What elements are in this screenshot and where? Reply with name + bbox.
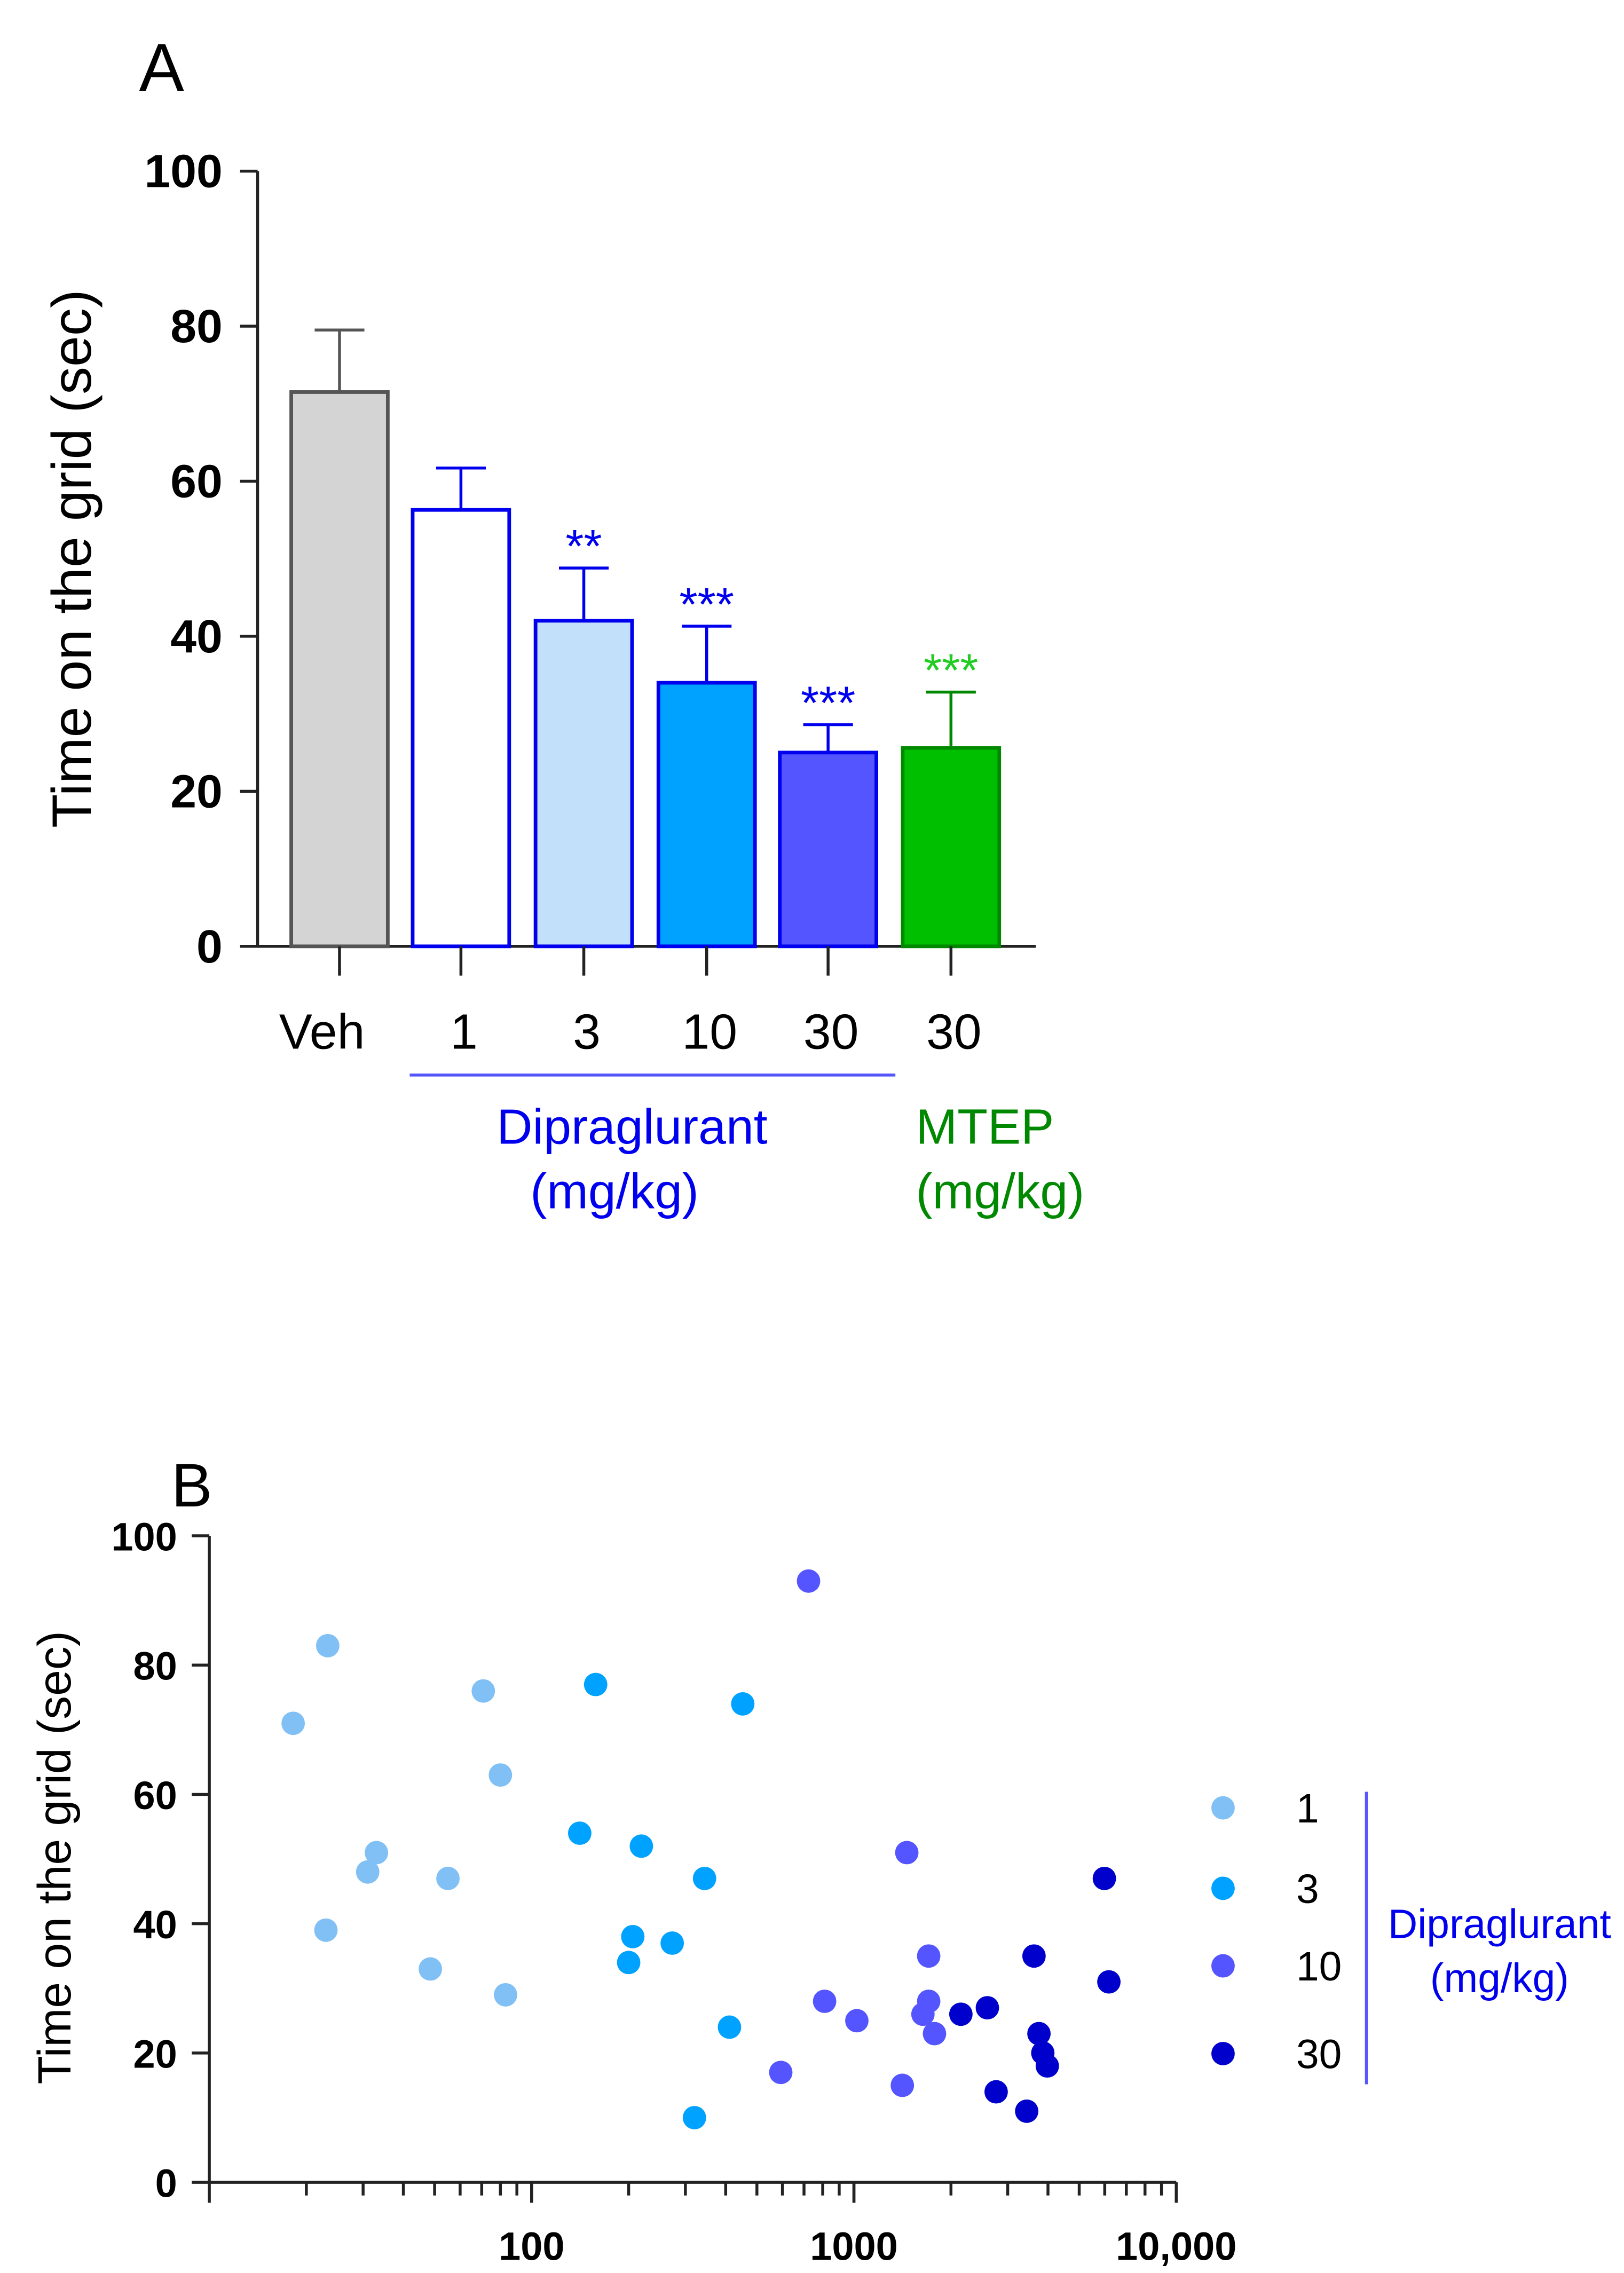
data-point-dose-30 — [1097, 1970, 1121, 1994]
x-tick-label: 10,000 — [1116, 2224, 1236, 2268]
y-tick-label: 20 — [133, 2032, 177, 2076]
significance-stars: *** — [801, 677, 855, 729]
y-tick-label: 60 — [133, 1773, 177, 1818]
legend-label-30: 30 — [1296, 2032, 1342, 2077]
x-tick-label: 10 — [682, 1004, 737, 1060]
x-tick-label: 1000 — [810, 2224, 898, 2268]
group-unit-mtep: (mg/kg) — [916, 1163, 1085, 1219]
y-tick-label: 40 — [170, 610, 223, 662]
x-tick-label: 100 — [499, 2224, 564, 2268]
data-point-dose-10 — [845, 2009, 869, 2033]
data-point-dose-1 — [316, 1633, 340, 1658]
data-point-dose-3 — [731, 1692, 755, 1716]
data-point-dose-10 — [895, 1841, 919, 1865]
data-point-dose-30 — [1027, 2022, 1051, 2046]
data-point-dose-3 — [660, 1931, 684, 1955]
legend-marker-3 — [1211, 1876, 1235, 1900]
data-point-dose-10 — [917, 1944, 941, 1968]
data-point-dose-10 — [797, 1569, 821, 1593]
data-point-dose-10 — [813, 1990, 837, 2013]
legend-marker-10 — [1211, 1954, 1235, 1978]
group-label-dipraglurant: Dipraglurant — [496, 1099, 768, 1155]
legend-group-unit: (mg/kg) — [1430, 1956, 1569, 2001]
significance-stars: *** — [680, 578, 734, 630]
bar-4 — [778, 751, 878, 949]
data-point-dose-3 — [692, 1866, 716, 1890]
data-point-dose-1 — [356, 1860, 380, 1884]
y-tick-label: 0 — [196, 920, 223, 973]
y-tick-label: 20 — [170, 765, 223, 817]
bar-2 — [533, 619, 634, 949]
data-point-dose-30 — [1035, 2054, 1059, 2078]
legend-label-3: 3 — [1296, 1867, 1319, 1912]
legend-group-title: Dipraglurant — [1388, 1902, 1611, 1947]
bar-1 — [411, 508, 511, 949]
bar-5 — [901, 746, 1002, 949]
y-axis-label: Time on the grid (sec) — [28, 1631, 81, 2084]
data-point-dose-3 — [617, 1951, 641, 1975]
y-tick-label: 80 — [133, 1644, 177, 1688]
data-point-dose-3 — [584, 1672, 608, 1696]
panel-b-scatter-chart: 0 20 40 60 80 100 100 1000 10,000 Time on the gri… — [28, 1514, 1611, 2268]
data-point-dose-30 — [949, 2002, 973, 2026]
data-point-dose-1 — [281, 1711, 305, 1735]
panel-a-bar-chart: 0 20 40 60 80 100 Time on the grid (sec) Veh 1 3 *… — [41, 145, 1084, 1219]
significance-stars: ** — [565, 520, 602, 572]
data-point-dose-1 — [365, 1841, 389, 1865]
data-point-dose-30 — [1015, 2099, 1039, 2123]
group-label-mtep: MTEP — [916, 1099, 1054, 1155]
data-point-dose-1 — [314, 1918, 338, 1942]
significance-stars: *** — [924, 644, 978, 697]
x-tick-label: 1 — [450, 1004, 478, 1060]
data-point-dose-1 — [488, 1763, 513, 1787]
y-tick-label: 100 — [111, 1514, 177, 1559]
panel-label-a: A — [139, 30, 184, 105]
y-tick-label: 40 — [133, 1903, 177, 1947]
x-tick-label: 30 — [926, 1004, 982, 1060]
data-point-dose-10 — [769, 2061, 793, 2085]
x-tick-label: Veh — [279, 1004, 365, 1060]
group-unit-dipraglurant: (mg/kg) — [530, 1163, 699, 1219]
x-tick-label: 30 — [803, 1004, 859, 1060]
data-point-dose-30 — [975, 1996, 999, 2020]
data-point-dose-3 — [718, 2015, 742, 2039]
legend-marker-30 — [1211, 2042, 1235, 2065]
data-point-dose-3 — [621, 1924, 645, 1948]
data-point-dose-3 — [567, 1821, 592, 1845]
y-axis-label: Time on the grid (sec) — [41, 289, 103, 828]
y-tick-label: 80 — [170, 300, 223, 352]
y-tick-label: 100 — [144, 145, 222, 198]
data-point-dose-30 — [1022, 1944, 1046, 1968]
legend-label-10: 10 — [1296, 1944, 1342, 1990]
data-point-dose-1 — [436, 1866, 460, 1890]
legend-label-1: 1 — [1296, 1786, 1319, 1832]
x-tick-label: 3 — [573, 1004, 601, 1060]
bar-0 — [289, 390, 390, 949]
data-point-dose-30 — [1092, 1866, 1116, 1890]
y-tick-label: 60 — [170, 455, 223, 508]
data-point-dose-1 — [494, 1983, 517, 2007]
data-point-dose-30 — [984, 2080, 1008, 2104]
data-point-dose-3 — [682, 2106, 706, 2129]
y-tick-label: 0 — [155, 2161, 177, 2206]
data-point-dose-10 — [890, 2073, 915, 2097]
panel-label-b: B — [171, 1451, 212, 1520]
data-point-dose-3 — [629, 1834, 653, 1858]
data-point-dose-1 — [419, 1957, 443, 1981]
bar-3 — [656, 681, 757, 949]
data-point-dose-10 — [923, 2022, 947, 2046]
data-point-dose-1 — [471, 1679, 495, 1703]
legend-marker-1 — [1211, 1796, 1235, 1820]
data-point-dose-10 — [911, 2002, 935, 2026]
